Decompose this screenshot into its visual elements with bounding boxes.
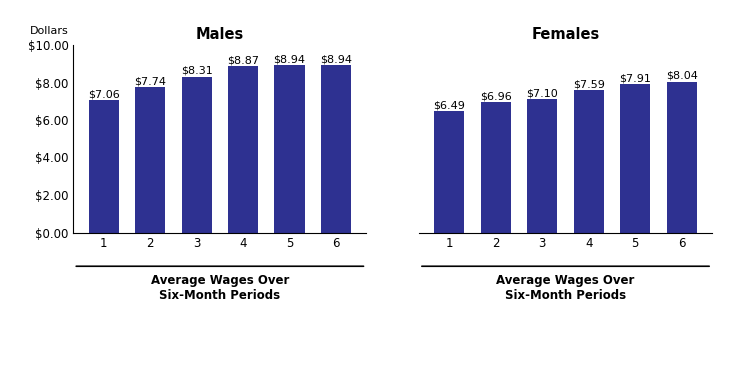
Text: Dollars: Dollars: [29, 26, 68, 36]
Text: $7.10: $7.10: [526, 88, 558, 99]
Text: $7.91: $7.91: [619, 74, 651, 84]
Text: $8.31: $8.31: [181, 66, 212, 76]
Text: $8.94: $8.94: [274, 54, 305, 64]
Bar: [135, 87, 165, 232]
Text: $7.59: $7.59: [573, 80, 605, 90]
Text: $6.96: $6.96: [480, 91, 512, 101]
Text: Average Wages Over
Six-Month Periods: Average Wages Over Six-Month Periods: [496, 274, 635, 302]
Text: $8.87: $8.87: [227, 56, 259, 65]
Title: Females: Females: [531, 27, 600, 42]
Text: Average Wages Over
Six-Month Periods: Average Wages Over Six-Month Periods: [150, 274, 289, 302]
Bar: [481, 102, 511, 232]
Bar: [89, 100, 119, 232]
Text: $7.06: $7.06: [88, 89, 120, 99]
Bar: [527, 99, 557, 232]
Bar: [275, 65, 305, 232]
Bar: [666, 82, 697, 232]
Title: Males: Males: [196, 27, 244, 42]
Bar: [574, 90, 604, 232]
Text: $6.49: $6.49: [433, 100, 465, 110]
Bar: [228, 66, 258, 232]
Bar: [620, 84, 650, 232]
Bar: [321, 65, 351, 232]
Text: $8.94: $8.94: [320, 54, 352, 64]
Bar: [435, 111, 465, 232]
Bar: [181, 77, 211, 232]
Text: $8.04: $8.04: [666, 71, 698, 81]
Text: $7.74: $7.74: [134, 76, 166, 87]
